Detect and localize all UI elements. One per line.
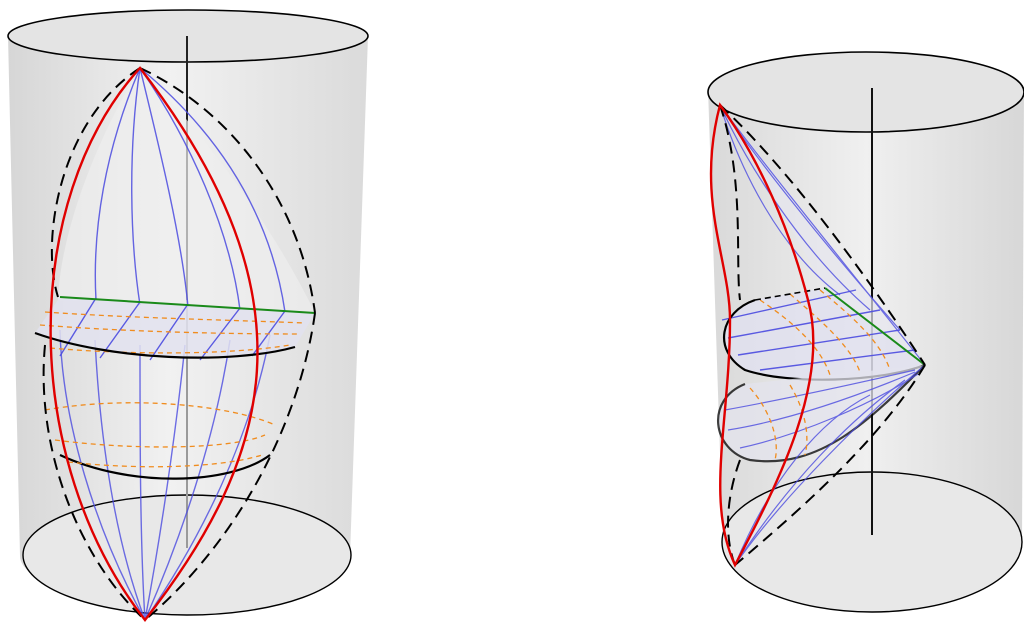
- right-figure: [707, 51, 1024, 613]
- left-mid-disk: [35, 297, 315, 358]
- left-blue-meridians-lower: [59, 329, 271, 621]
- right-mid-disk: [724, 288, 925, 380]
- right-lower-orange-dashes: [749, 384, 808, 461]
- left-red-curve: [49, 66, 259, 622]
- left-lower-orange-dashes: [44, 402, 276, 468]
- right-disk-back-edge: [754, 287, 826, 301]
- left-figure: [7, 9, 369, 622]
- left-blue-meridians-upper: [94, 67, 286, 313]
- left-disk-front-edge: [34, 331, 296, 359]
- right-lower-blue-lines: [724, 364, 926, 566]
- right-disk-orange-dashes: [759, 289, 891, 376]
- right-green-edge: [824, 287, 926, 366]
- right-cylinder-top-cap: [707, 51, 1024, 133]
- left-green-edge: [59, 296, 316, 314]
- right-red-curve: [709, 102, 815, 568]
- left-lower-slice: [59, 454, 271, 480]
- left-lens-upper: [58, 68, 315, 313]
- left-disk-orange-dashes: [39, 311, 306, 354]
